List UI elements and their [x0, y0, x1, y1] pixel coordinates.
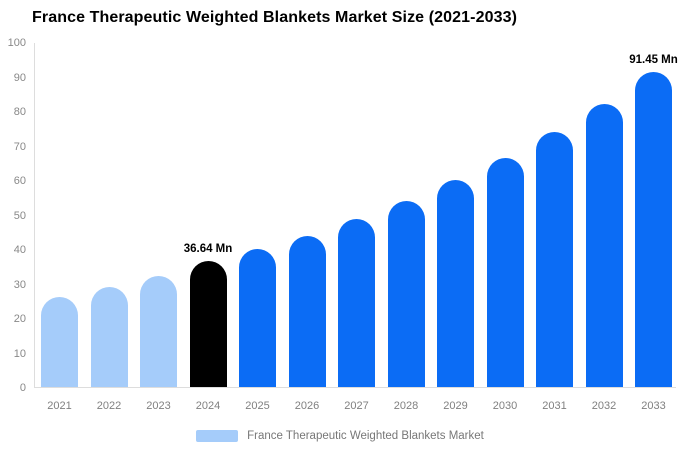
bars-container: 2021 2022 2023 36.64 Mn 2024 2025 2026 2027 2028…: [35, 43, 678, 412]
bar-column: 2031: [536, 43, 573, 412]
bar-column: 2032: [585, 43, 623, 412]
y-axis-tick-labels: 0 10 20 30 40 50 60 70 80 90 100: [0, 37, 28, 394]
y-tick-label: 20: [13, 313, 26, 325]
bar-column: 2028: [387, 43, 425, 412]
bar-2031[interactable]: [536, 131, 573, 387]
x-axis-label-2022: 2022: [96, 400, 122, 412]
bar-column: 2022: [90, 43, 128, 412]
x-axis-label-2027: 2027: [344, 400, 369, 412]
y-tick-label: 10: [13, 347, 26, 360]
bar-column: 2027: [338, 43, 375, 412]
bar-column: 2030: [486, 43, 524, 412]
x-axis-label-2021: 2021: [47, 400, 72, 412]
x-axis-label-2028: 2028: [393, 400, 419, 412]
x-axis-label-2031: 2031: [542, 400, 567, 412]
bar-column: 2025: [239, 43, 276, 412]
bar-column: 91.45 Mn 2033: [629, 43, 678, 412]
bar-column: 36.64 Mn 2024: [184, 43, 233, 412]
x-axis-label-2023: 2023: [146, 400, 171, 412]
bar-column: 2026: [288, 43, 326, 412]
plot-area: 2021 2022 2023 36.64 Mn 2024 2025 2026 2027 2028…: [34, 43, 678, 412]
bar-2033[interactable]: [635, 72, 672, 387]
x-axis-label-2032: 2032: [591, 400, 617, 412]
bar-column: 2023: [140, 43, 177, 412]
y-tick-label: 40: [13, 244, 26, 256]
bar-column: 2029: [437, 43, 474, 412]
bar-2022[interactable]: [90, 286, 128, 387]
bar-column: 2021: [41, 43, 78, 412]
y-tick-label: 30: [13, 278, 26, 291]
y-tick-label: 60: [13, 175, 26, 187]
y-tick-label: 70: [13, 140, 26, 153]
y-tick-label: 90: [13, 71, 26, 84]
x-axis-label-2026: 2026: [294, 400, 320, 412]
x-axis-label-2025: 2025: [245, 400, 270, 412]
bar-value-label-2024: 36.64 Mn: [183, 242, 233, 255]
y-tick-label: 100: [7, 37, 26, 49]
bar-2029[interactable]: [437, 179, 474, 387]
chart-title: France Therapeutic Weighted Blankets Mar…: [32, 9, 517, 26]
bar-2023[interactable]: [140, 275, 177, 387]
y-tick-label: 50: [13, 209, 26, 222]
bar-2030[interactable]: [486, 157, 524, 387]
bar-2021[interactable]: [41, 297, 78, 387]
bar-2024[interactable]: [189, 260, 227, 387]
bar-2028[interactable]: [387, 200, 425, 387]
x-axis-label-2029: 2029: [443, 400, 468, 412]
legend[interactable]: France Therapeutic Weighted Blankets Mar…: [0, 430, 680, 442]
x-axis-label-2030: 2030: [492, 400, 518, 412]
bar-value-label-2033: 91.45 Mn: [629, 54, 678, 67]
bar-2032[interactable]: [585, 103, 623, 387]
legend-swatch: [196, 430, 239, 442]
y-tick-label: 0: [19, 382, 26, 394]
legend-label: France Therapeutic Weighted Blankets Mar…: [247, 430, 484, 442]
x-axis-label-2024: 2024: [195, 400, 221, 412]
bar-2027[interactable]: [338, 219, 375, 387]
y-tick-label: 80: [13, 106, 26, 118]
x-axis-label-2033: 2033: [641, 400, 666, 412]
bar-2025[interactable]: [239, 249, 276, 387]
bar-2026[interactable]: [288, 236, 326, 387]
